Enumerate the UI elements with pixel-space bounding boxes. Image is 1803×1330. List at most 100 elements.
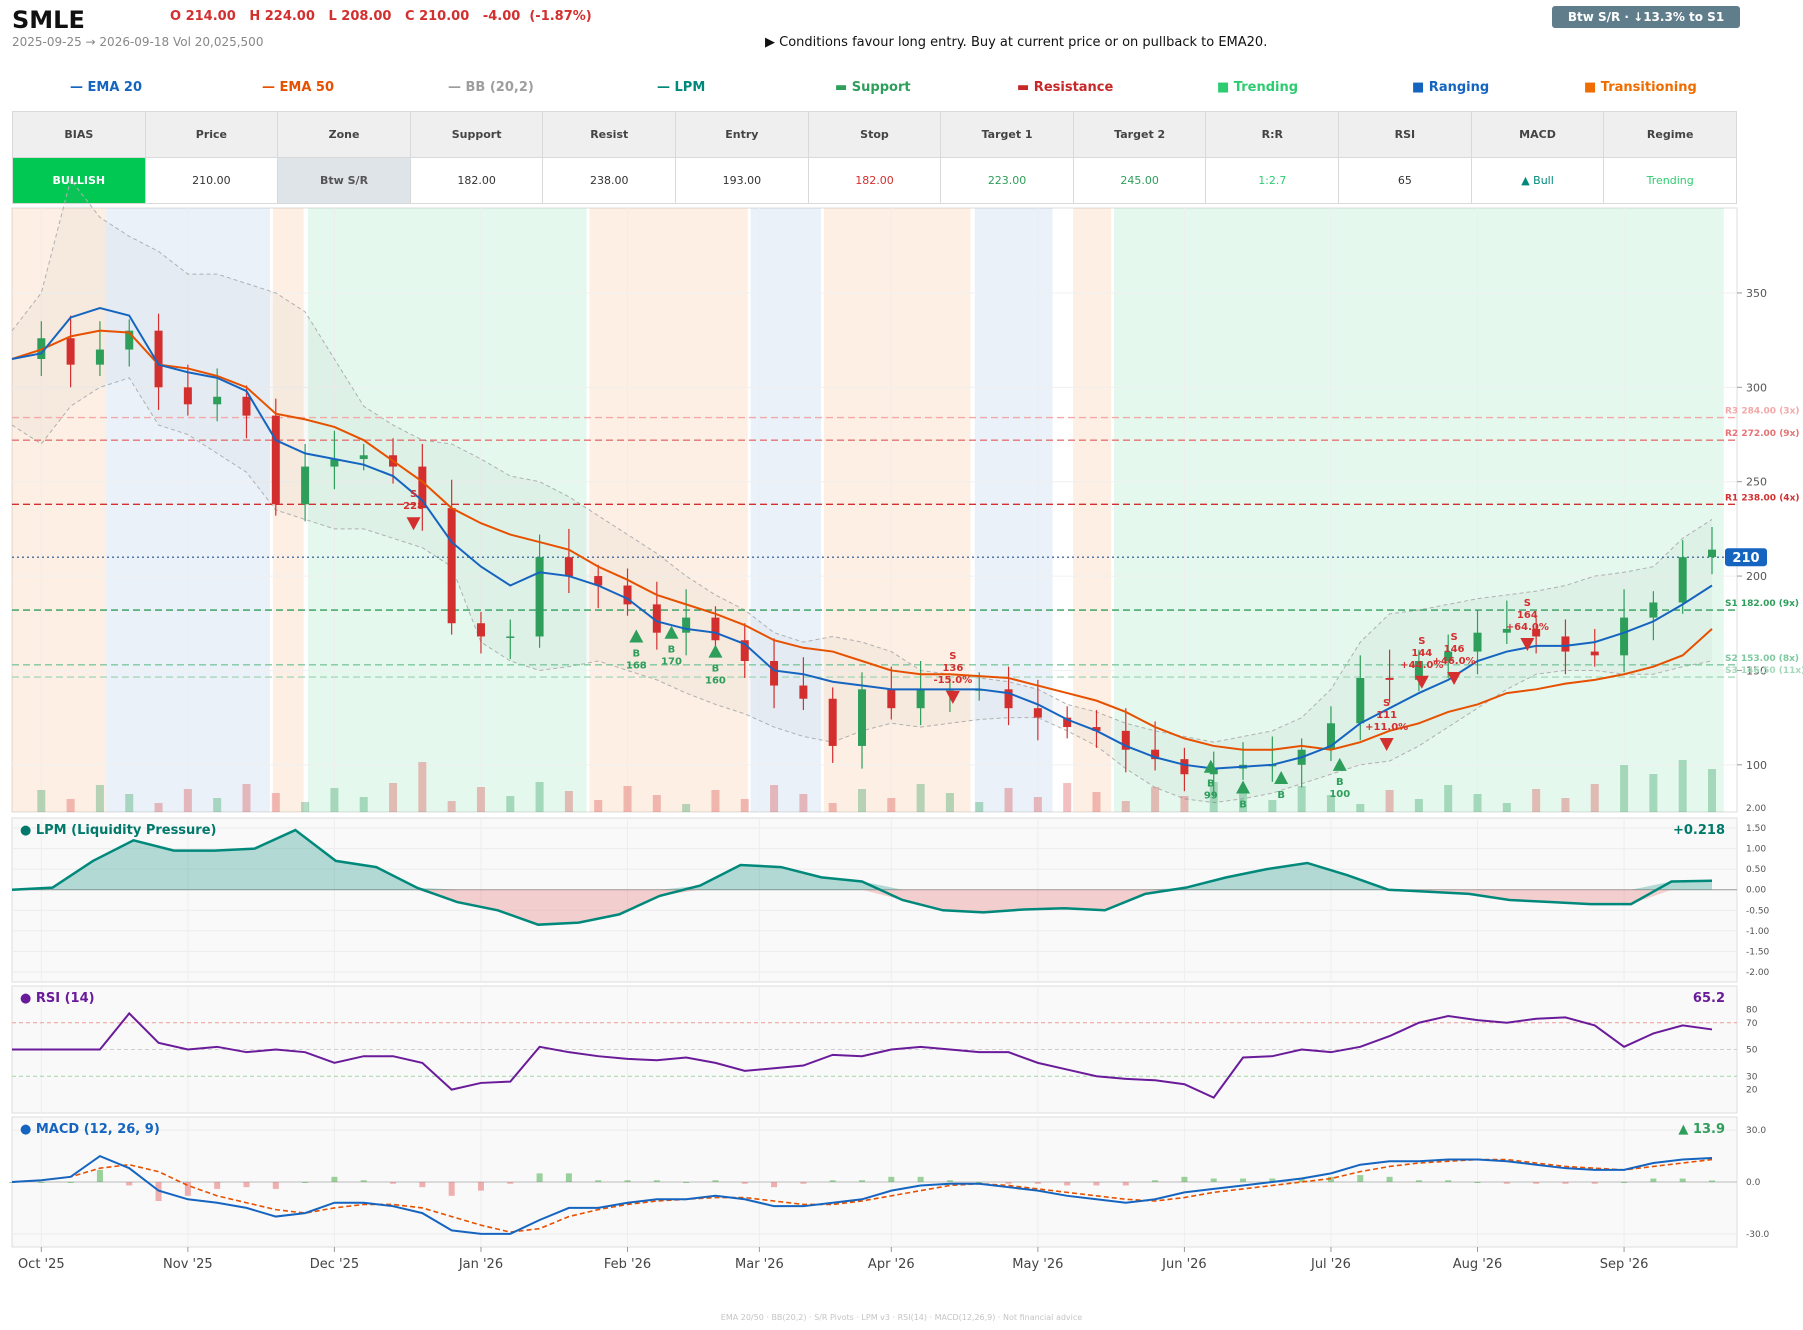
macd-hist-bar [683,1182,690,1183]
rsi-line [12,1011,1713,1099]
macd-hist-bar [859,1180,865,1182]
macd-hist-bar [477,1182,484,1191]
macd-hist-bar [67,1182,74,1183]
x-tick-label: May '26 [1012,1257,1063,1272]
macd-hist-bar [1591,1182,1598,1184]
candle-body [1502,628,1511,633]
volume-bar [1180,796,1189,812]
rsi-ytick: 50 [1746,1046,1758,1056]
volume-bar [858,789,866,812]
macd-hist-bar [976,1182,983,1183]
buy-marker [664,625,679,639]
buy-signal-3: B 160 [705,644,726,687]
candle-body [447,508,456,624]
candle-body [535,557,544,637]
volume-bar [1004,788,1013,812]
macd-hist-bar [1415,1180,1422,1182]
volume-bar [945,793,954,812]
signal-label: S 228 [403,489,424,512]
candle-body [1063,717,1072,728]
volume-bar [506,796,515,812]
sr-label-1: R2 272.00 (9x) [1725,429,1799,439]
volume-bar [1708,769,1716,812]
macd-hist-bar [1240,1178,1247,1182]
volume-bar [476,787,485,812]
volume-bar [1121,801,1130,812]
candle-body [1414,661,1423,680]
legend-transitioning: ■ Transitioning [1584,80,1697,95]
buy-marker [1203,759,1218,773]
signal-label: S 136 -15.0% [933,651,972,686]
candle-body [1326,723,1335,750]
macd-hist-bar [595,1180,602,1182]
signal-label: S 111 +11.0% [1365,698,1408,733]
macd-hist-bar [653,1180,660,1182]
volume-bar [711,790,720,812]
candle-body [476,623,485,637]
volume-bar [1649,774,1658,812]
regime-band-5 [750,208,821,812]
volume-bar [770,785,779,812]
candle-body [594,576,603,586]
regime-band-6 [823,208,971,812]
price-ytick: 150 [1746,664,1767,677]
x-tick-label: Dec '25 [310,1257,359,1272]
candle-body [1678,557,1687,603]
ohlc-readout: O 214.00 H 224.00 L 208.00 C 210.00 -4.0… [170,9,592,24]
buy-signal-8: B 100 [1329,757,1350,800]
volume-bar [1151,787,1160,812]
sr-label-2: R1 238.00 (4x) [1725,493,1799,503]
summary-header-row: BIAS Price Zone Support Resist Entry Sto… [12,111,1737,158]
volume-bar [975,802,984,812]
candle-body [301,466,310,505]
volume-bar [389,783,398,812]
sr-label-3: S1 182.00 (9x) [1725,599,1799,609]
buy-signal-7: B [1274,771,1289,801]
macd-hist-bar [1562,1182,1569,1184]
sell-signal-11: S 146 +46.0% [1433,632,1476,685]
candle-body [711,617,720,641]
candle-body [213,396,222,405]
volume-bar [887,798,896,812]
signal-label: B 170 [661,645,682,668]
volume-bar [125,794,134,812]
candle-body [770,661,779,686]
volume-bar [652,795,661,812]
signal-label: B [1277,790,1285,801]
macd-hist-bar [1210,1178,1217,1182]
buy-marker [708,644,723,658]
macd-hist-bar [829,1180,836,1182]
volume-bar [183,789,192,812]
rsi-ytick: 30 [1746,1072,1758,1082]
macd-hist-bar [1034,1182,1041,1184]
buy-signal-2: B 170 [661,625,682,668]
macd-hist-bar [96,1169,103,1182]
macd-hist-bar [1445,1180,1452,1182]
macd-hist-bar [184,1182,191,1196]
volume-bar [1092,792,1101,812]
macd-hist-bar [712,1180,719,1182]
volume-bar [1590,784,1599,812]
candle-body [1356,677,1365,724]
buy-signal-5: B 99 [1203,759,1218,802]
x-tick-label: Mar '26 [735,1257,784,1272]
volume-bar [271,793,280,812]
legend-resistance: ▬ Resistance [1017,80,1114,95]
volume-bar [301,802,310,812]
signal-label: B 100 [1329,777,1350,800]
macd-hist-bar [448,1182,455,1196]
candle-body [359,455,368,460]
last-price-value: 210 [1732,551,1759,566]
macd-hist-bar [771,1182,778,1188]
candle-body [1561,636,1570,652]
x-tick-label: Jan '26 [458,1257,503,1272]
macd-hist-bar [302,1182,309,1183]
regime-band-3 [308,208,587,812]
macd-hist-bar [419,1182,426,1188]
candle-body [506,636,515,638]
volume-bar [447,801,456,812]
macd-hist-bar [243,1182,250,1188]
rsi-title: ● RSI (14) [20,991,95,1006]
candle-body [564,557,573,577]
legend-ema20: — EMA 20 [70,80,143,95]
